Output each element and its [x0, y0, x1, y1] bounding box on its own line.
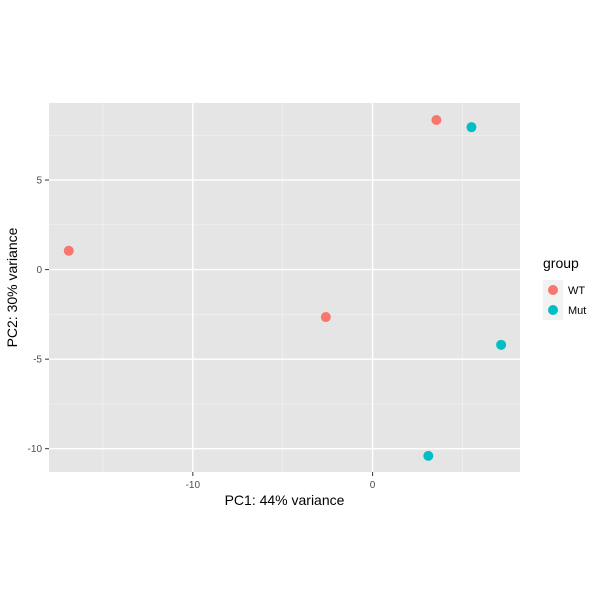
- y-tick-label: 0: [36, 265, 42, 276]
- legend-label-wt: WT: [568, 285, 585, 297]
- data-point-mut: [496, 339, 507, 350]
- data-point-wt: [431, 115, 442, 126]
- data-points: [63, 115, 507, 461]
- legend-key-wt: [548, 285, 558, 295]
- y-tick-label: -10: [28, 444, 43, 455]
- legend: group WT Mut: [543, 255, 586, 320]
- data-point-mut: [423, 450, 434, 461]
- x-tick-label: -10: [186, 480, 201, 491]
- legend-items: WT Mut: [543, 280, 586, 320]
- x-axis-title: PC1: 44% variance: [225, 492, 345, 508]
- data-point-wt: [320, 312, 331, 323]
- major-grid: [49, 103, 520, 472]
- y-tick-label: 5: [36, 176, 42, 187]
- y-axis: -10 -5 0 5: [28, 176, 49, 455]
- plot-panel: [49, 103, 520, 472]
- legend-title: group: [543, 255, 579, 271]
- x-axis: -10 0: [186, 472, 376, 491]
- legend-key-mut: [548, 305, 558, 315]
- data-point-mut: [466, 122, 477, 133]
- legend-label-mut: Mut: [568, 305, 586, 317]
- y-axis-title: PC2: 30% variance: [4, 227, 20, 347]
- minor-grid: [49, 103, 520, 472]
- x-tick-label: 0: [370, 480, 376, 491]
- y-tick-label: -5: [33, 355, 42, 366]
- data-point-wt: [63, 245, 74, 256]
